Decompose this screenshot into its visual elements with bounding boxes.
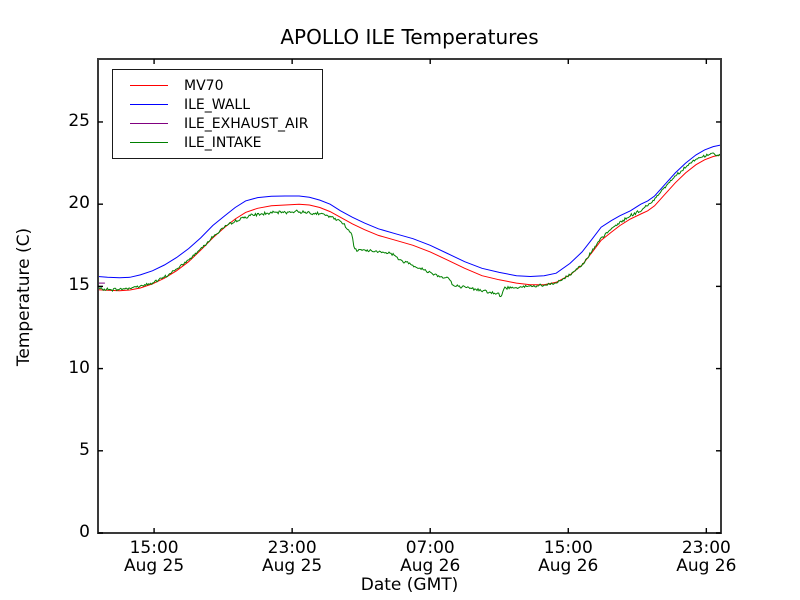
legend-line-sample [130, 142, 168, 143]
x-tick-label: 07:00 Aug 26 [400, 538, 461, 576]
chart-title: APOLLO ILE Temperatures [280, 25, 539, 49]
y-tick-label: 20 [68, 193, 90, 214]
legend-row: ILE_EXHAUST_AIR [113, 114, 322, 133]
legend-label: ILE_EXHAUST_AIR [184, 115, 309, 132]
y-tick-label: 5 [79, 439, 90, 460]
x-tick-label: 15:00 Aug 26 [538, 538, 599, 576]
y-tick-label: 15 [68, 275, 90, 296]
series-line-ILE_WALL [98, 144, 721, 279]
x-tick-label: 15:00 Aug 25 [123, 538, 185, 576]
x-tick-label: 23:00 Aug 26 [676, 538, 737, 576]
y-tick-label: 25 [68, 110, 90, 131]
y-tick-label: 10 [68, 357, 90, 378]
legend-row: ILE_INTAKE [113, 133, 322, 152]
x-axis-label: Date (GMT) [360, 575, 459, 595]
legend-label: ILE_WALL [184, 96, 251, 113]
axes-frame [97, 58, 722, 534]
legend-line-sample [130, 123, 168, 124]
legend-label: ILE_INTAKE [184, 134, 262, 151]
legend-row: MV70 [113, 76, 322, 95]
legend-line-sample [130, 104, 168, 105]
legend-line-sample [130, 85, 168, 86]
y-tick-label: 0 [79, 522, 90, 542]
x-tick-label: 23:00 Aug 25 [262, 538, 323, 576]
series-line-ILE_INTAKE [98, 152, 721, 298]
legend: MV70 ILE_WALL ILE_EXHAUST_AIR ILE_INTAKE [112, 69, 323, 159]
legend-row: ILE_WALL [113, 95, 322, 114]
legend-label: MV70 [184, 77, 224, 94]
series-line-MV70 [98, 154, 721, 292]
